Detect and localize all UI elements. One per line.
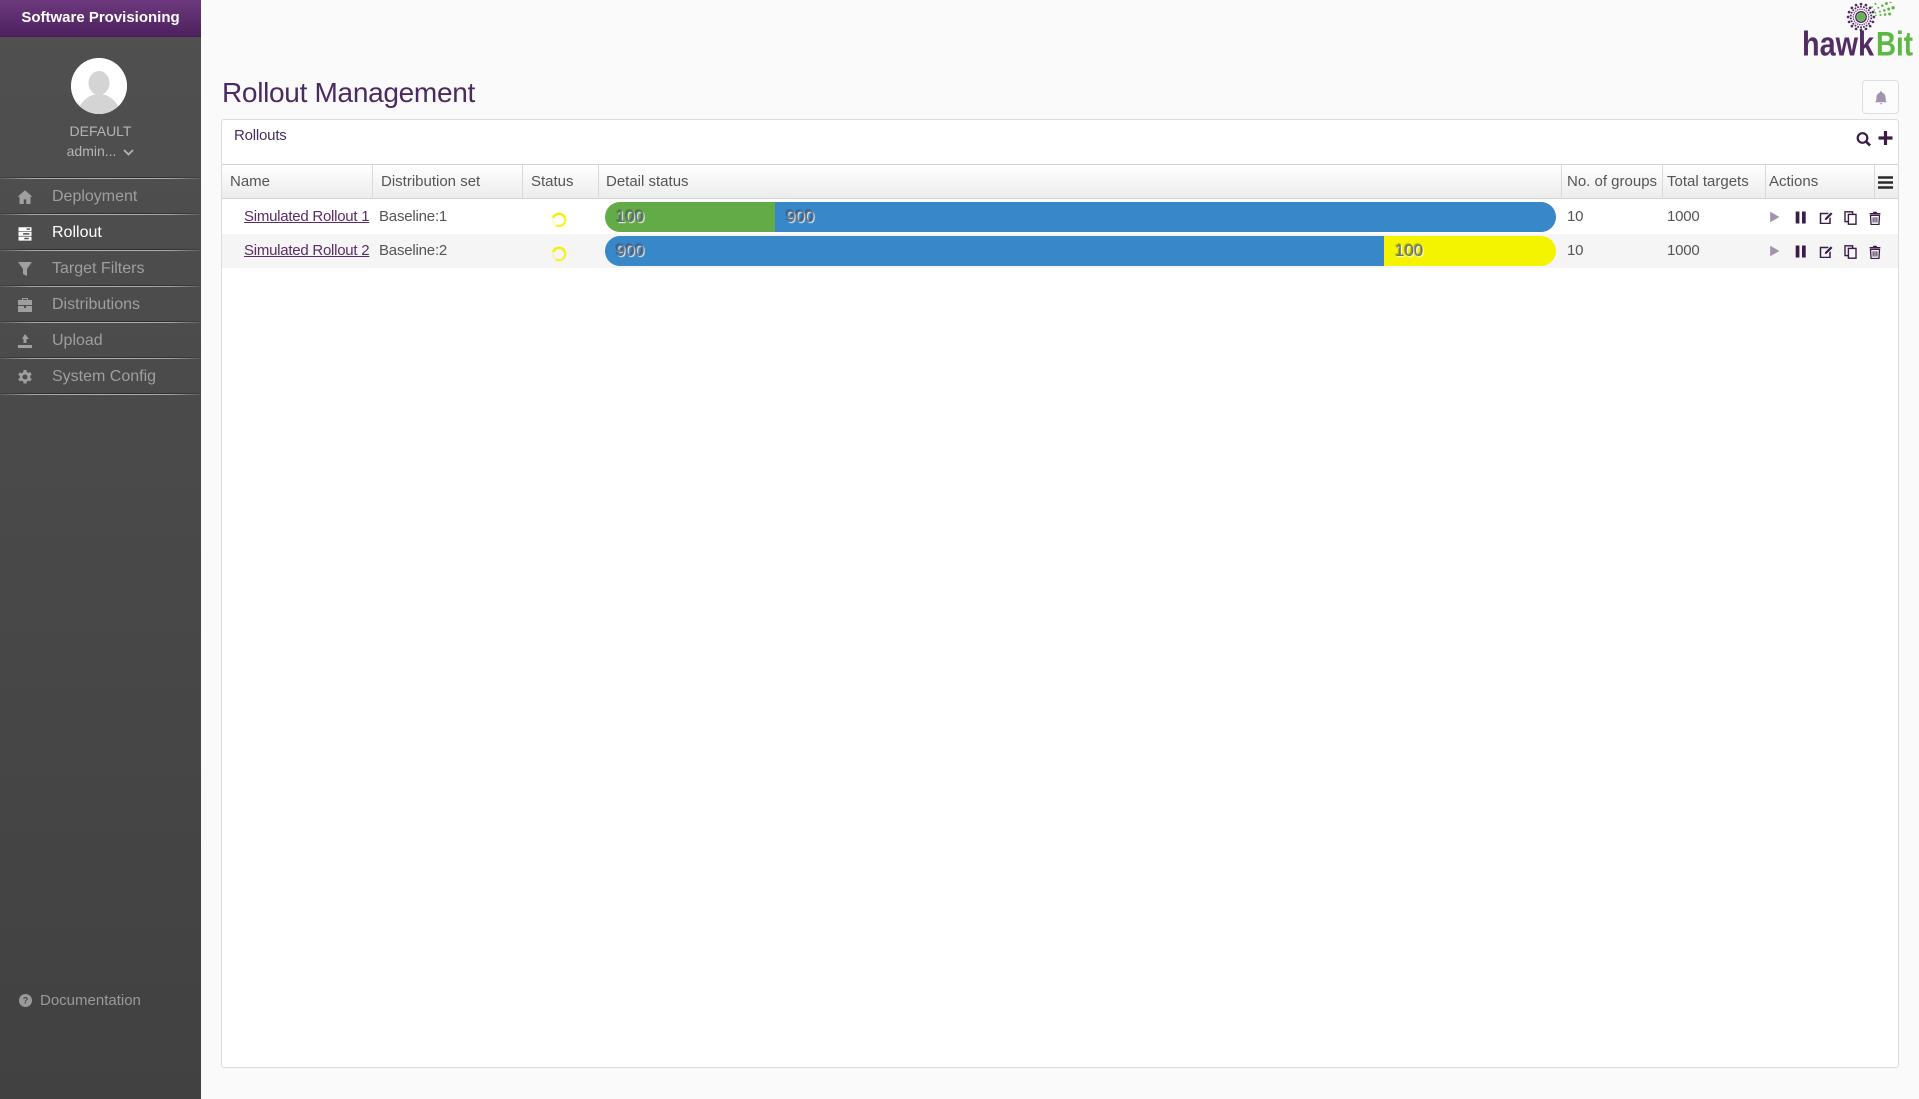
svg-text:?: ?	[23, 996, 29, 1006]
svg-text:hawk: hawk	[1802, 26, 1874, 63]
svg-text:Bit: Bit	[1876, 26, 1913, 63]
